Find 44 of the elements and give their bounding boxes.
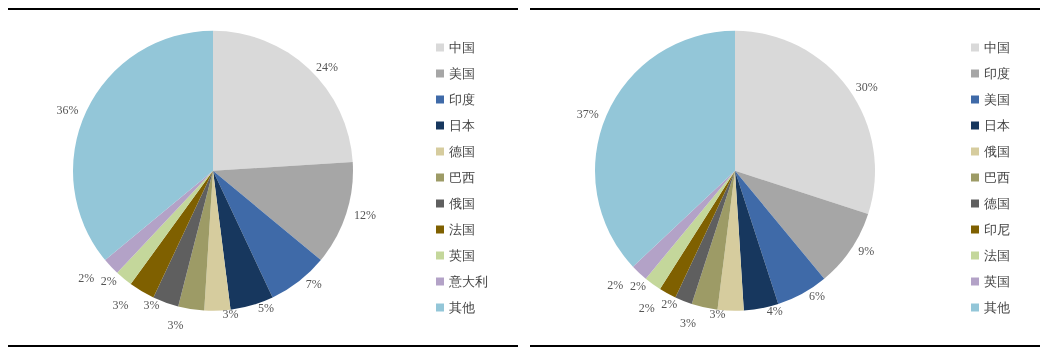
data-label: 7% (305, 276, 322, 291)
data-label: 3% (709, 306, 726, 321)
legend-label: 法国 (984, 248, 1010, 263)
legend-label: 俄国 (449, 196, 475, 211)
legend-label: 德国 (449, 144, 475, 159)
data-label: 36% (56, 102, 79, 117)
data-label: 3% (143, 298, 160, 313)
data-label: 2% (607, 277, 624, 292)
legend-label: 中国 (984, 40, 1010, 55)
legend-label: 日本 (984, 118, 1010, 133)
data-label: 3% (167, 317, 184, 332)
legend-label: 法国 (449, 222, 475, 237)
data-label: 30% (855, 79, 878, 94)
legend-label: 巴西 (449, 170, 475, 185)
legend-label: 意大利 (448, 274, 488, 289)
legend-label: 中国 (449, 40, 475, 55)
data-label: 3% (679, 316, 696, 331)
legend-label: 俄国 (984, 144, 1010, 159)
data-label: 2% (661, 296, 678, 311)
legend-label: 其他 (449, 300, 475, 315)
data-label: 37% (576, 107, 599, 122)
legend-label: 德国 (984, 196, 1010, 211)
data-label: 12% (354, 207, 376, 222)
legend-label: 英国 (984, 274, 1010, 289)
data-label: 9% (858, 244, 875, 259)
legend-label: 美国 (984, 92, 1010, 107)
data-label: 4% (766, 304, 783, 319)
legend-label: 印度 (984, 66, 1010, 81)
data-label: 3% (222, 306, 239, 321)
legend-label: 印度 (449, 92, 475, 107)
legend-label: 巴西 (984, 170, 1010, 185)
legend-label: 日本 (449, 118, 475, 133)
data-label: 6% (808, 289, 825, 304)
data-label: 24% (315, 59, 338, 74)
legend-label: 英国 (449, 248, 475, 263)
data-label: 2% (629, 279, 646, 294)
legend-label: 印尼 (984, 222, 1010, 237)
legend-label: 美国 (449, 66, 475, 81)
data-label: 2% (100, 273, 117, 288)
data-label: 2% (78, 270, 95, 285)
data-label: 3% (112, 298, 129, 313)
data-label: 5% (257, 301, 274, 316)
data-label: 2% (638, 300, 655, 315)
legend-label: 其他 (984, 300, 1010, 315)
